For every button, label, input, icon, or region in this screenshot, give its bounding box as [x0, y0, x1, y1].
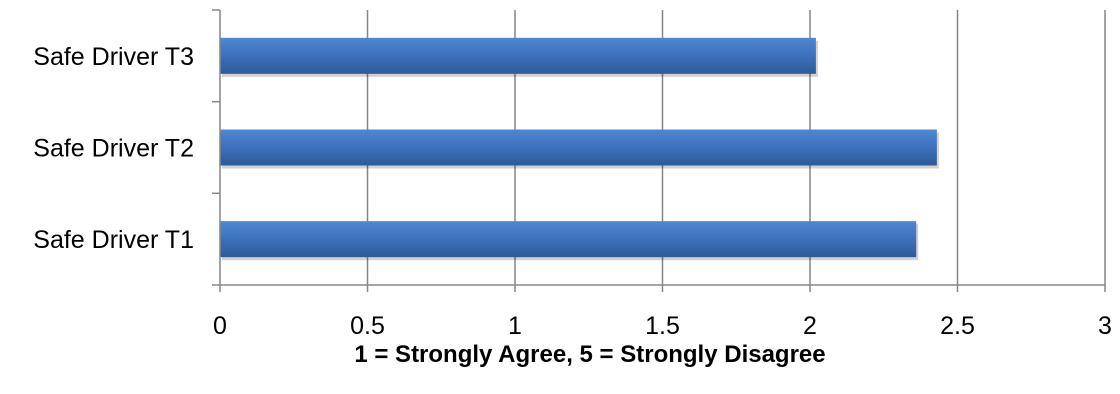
x-tick-label: 0 [213, 312, 227, 340]
x-tick-label: 2.5 [940, 312, 975, 340]
axes [212, 9, 1106, 292]
bar-safe-driver-t3 [220, 37, 816, 74]
x-tick-label: 2 [803, 312, 817, 340]
category-label: Safe Driver T1 [33, 226, 194, 254]
bars [220, 37, 939, 261]
x-tick-label: 3 [1098, 312, 1112, 340]
x-tick-label: 1 [508, 312, 522, 340]
x-tick-label: 1.5 [645, 312, 680, 340]
bar-safe-driver-t1 [220, 221, 917, 258]
bar-safe-driver-t2 [220, 129, 937, 166]
x-axis-title: 1 = Strongly Agree, 5 = Strongly Disagre… [354, 341, 825, 368]
category-label: Safe Driver T3 [33, 43, 194, 71]
category-label: Safe Driver T2 [33, 135, 194, 163]
labels: 0 0.5 1 1.5 2 2.5 3 Safe Driver T1 Safe Driver T… [33, 43, 1112, 340]
x-tick-label: 0.5 [350, 312, 385, 340]
